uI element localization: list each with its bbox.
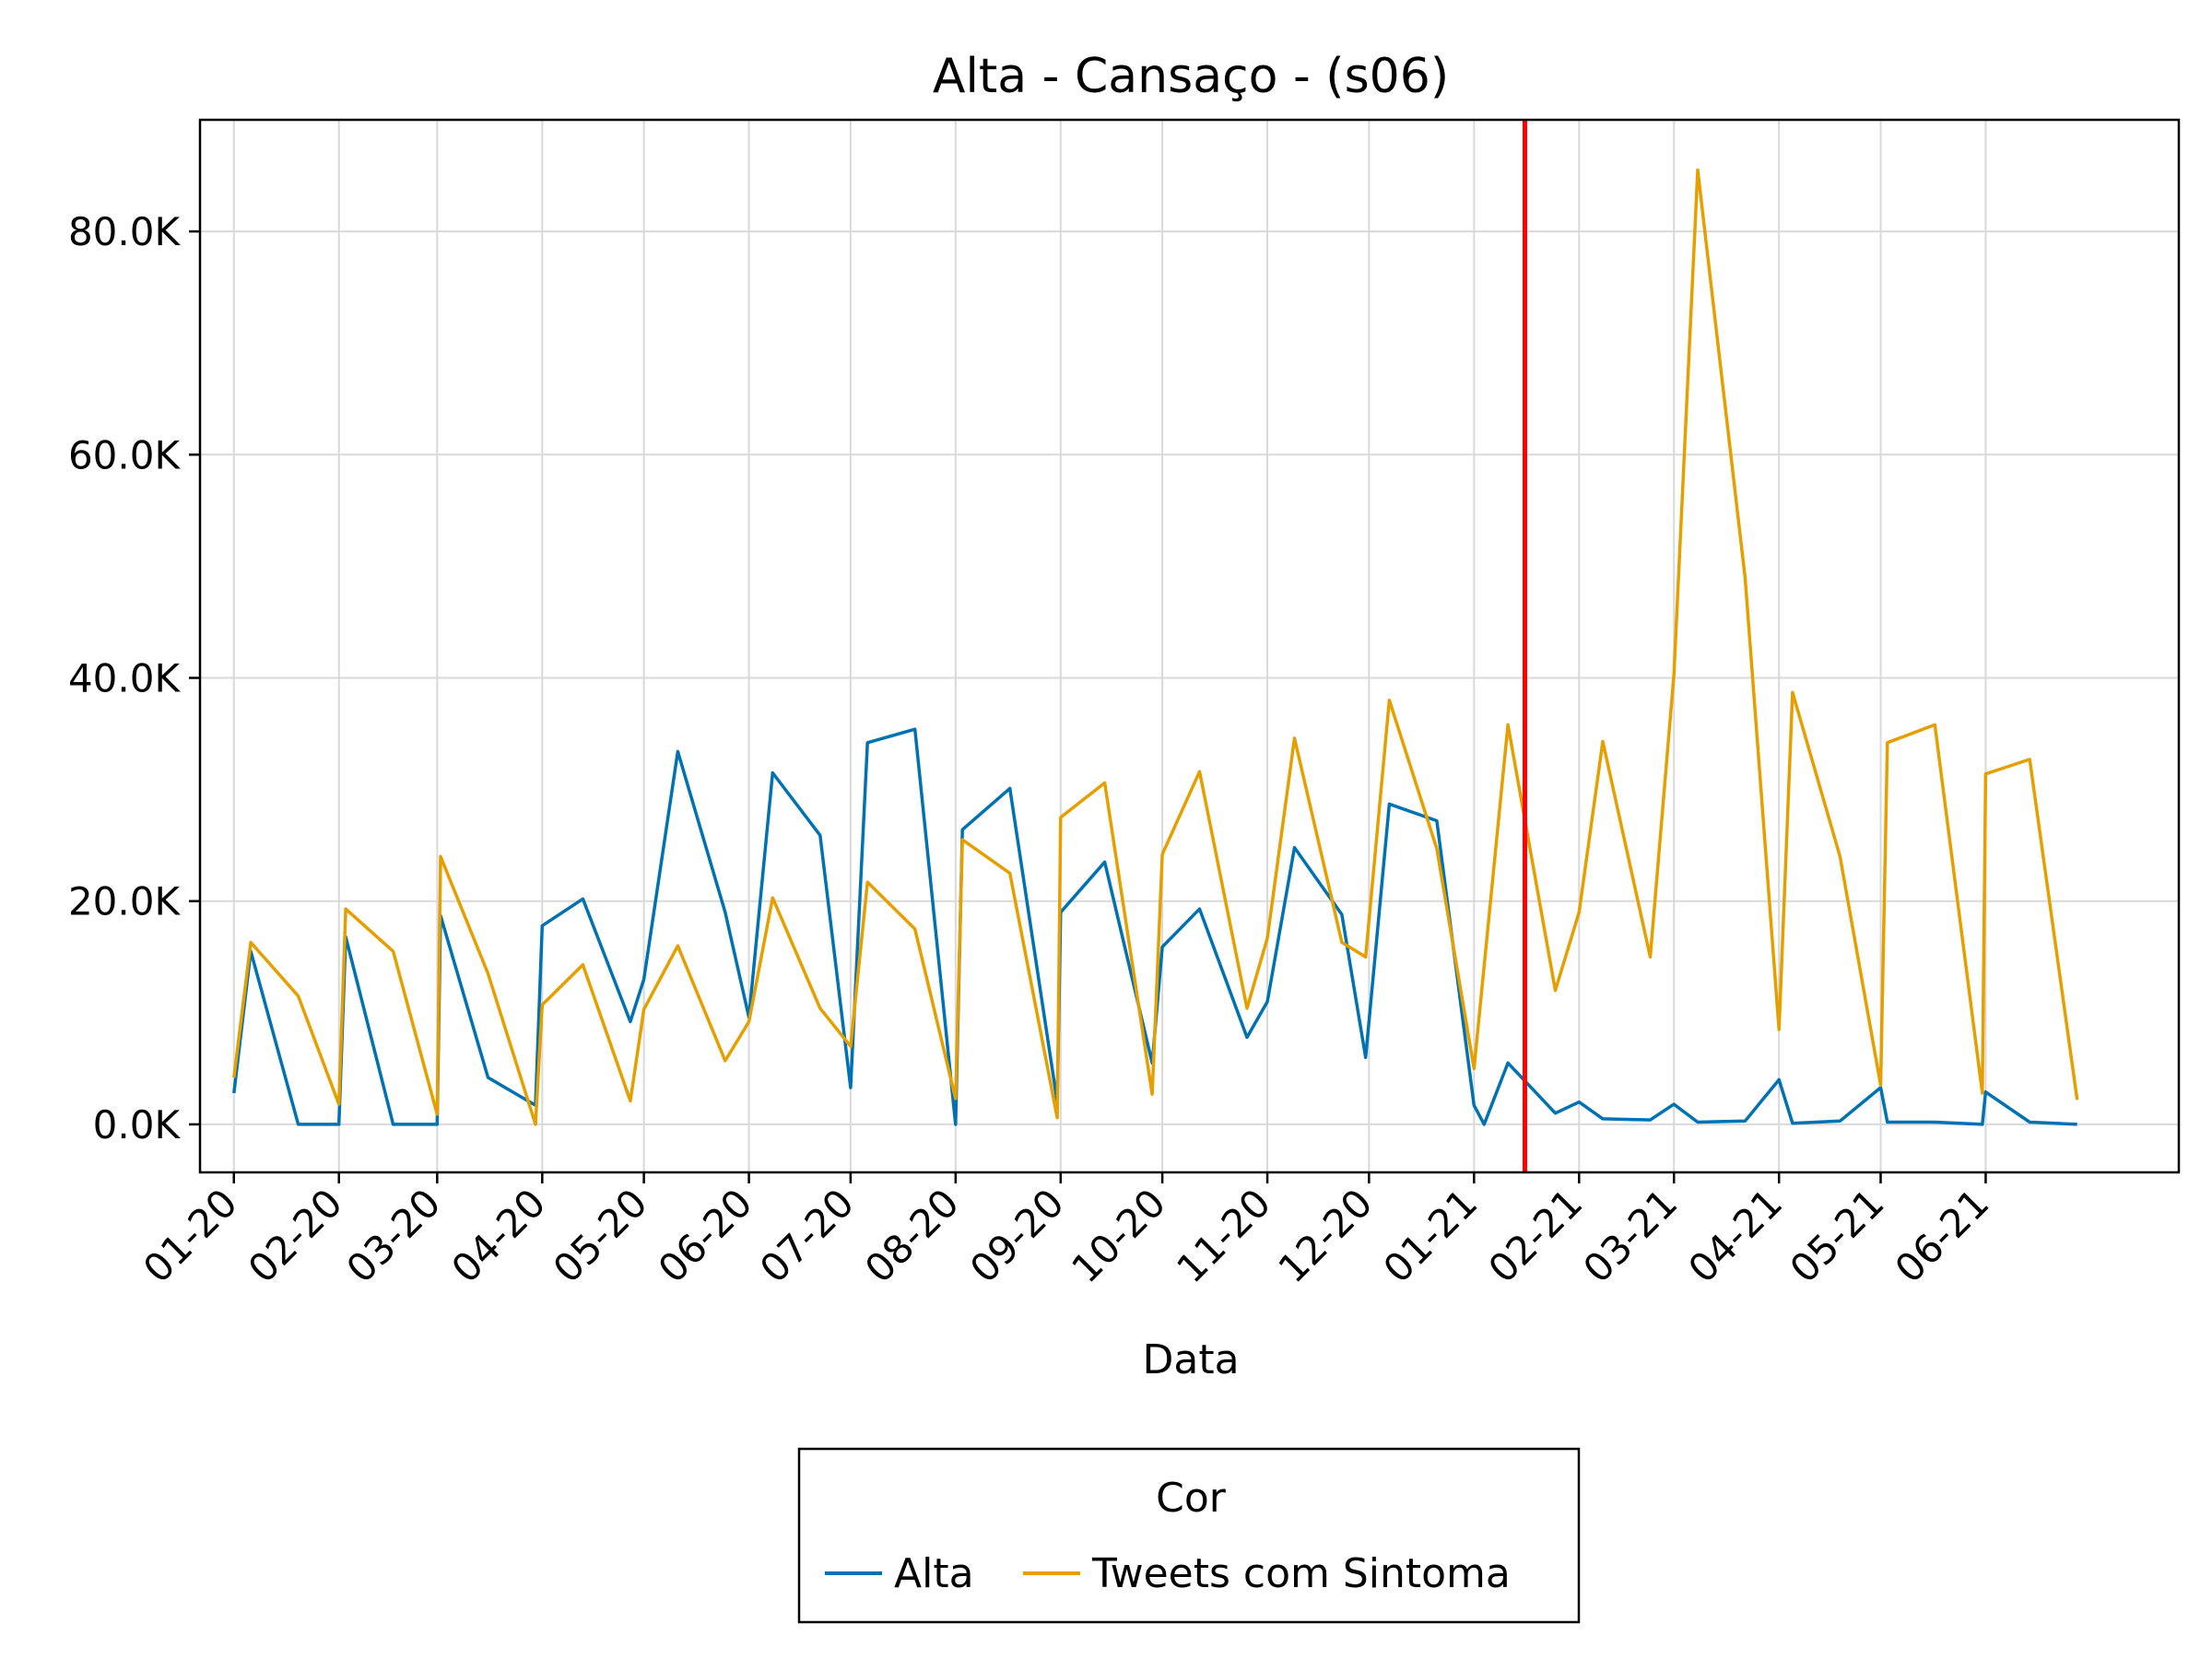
- y-axis: 0.0K 20.0K 40.0K 60.0K 80.0K: [68, 209, 200, 1147]
- y-tick-label: 0.0K: [93, 1102, 182, 1147]
- legend: Cor Alta Tweets com Sintoma: [797, 1447, 1581, 1624]
- series-line-1: [232, 168, 2079, 1126]
- legend-title: Cor: [1156, 1475, 1227, 1522]
- plot-area-frame: [198, 118, 2181, 1174]
- legend-box: [797, 1447, 1581, 1624]
- series-lines: [232, 168, 2079, 1126]
- legend-label: Tweets com Sintoma: [1091, 1550, 1511, 1597]
- legend-items: Alta Tweets com Sintoma: [825, 1550, 1511, 1597]
- y-tick-label: 60.0K: [68, 432, 182, 477]
- gridlines: [200, 120, 2179, 1172]
- y-tick-label: 40.0K: [68, 656, 182, 701]
- y-tick-label: 20.0K: [68, 879, 182, 924]
- legend-label: Alta: [894, 1550, 974, 1597]
- y-tick-label: 80.0K: [68, 209, 182, 254]
- x-axis-title: Data: [1142, 1336, 1239, 1383]
- chart-title: Alta - Cansaço - (s06): [933, 49, 1449, 104]
